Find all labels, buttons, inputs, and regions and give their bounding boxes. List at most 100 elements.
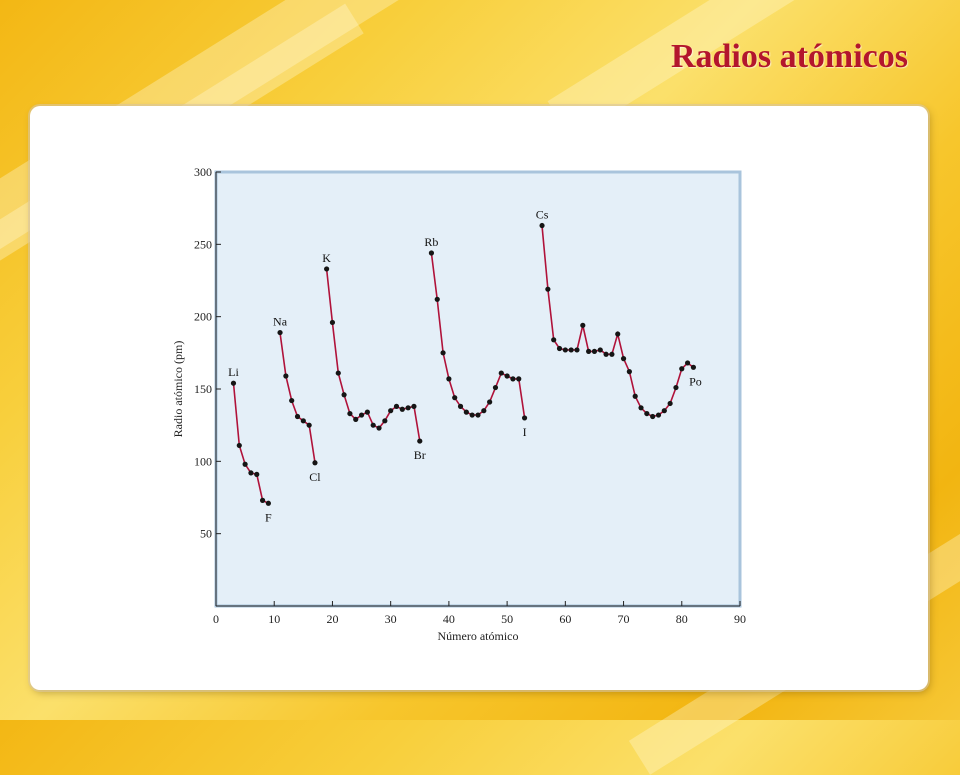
- data-point: [347, 410, 353, 417]
- element-label: Na: [273, 315, 288, 329]
- element-label: K: [322, 251, 331, 265]
- data-point: [294, 413, 301, 420]
- data-point: [638, 405, 644, 411]
- data-point: [434, 296, 440, 302]
- data-point: [428, 250, 435, 256]
- data-point: [539, 222, 545, 229]
- x-tick-label: 50: [501, 612, 513, 626]
- y-tick-label: 300: [194, 165, 212, 179]
- data-point: [574, 347, 580, 353]
- data-point: [341, 392, 347, 398]
- y-tick-label: 50: [200, 527, 212, 541]
- element-label: Br: [414, 448, 426, 462]
- data-point: [277, 329, 283, 336]
- x-tick-label: 70: [618, 612, 630, 626]
- data-point: [475, 412, 481, 418]
- x-tick-label: 30: [385, 612, 397, 626]
- data-point: [661, 408, 667, 414]
- data-point: [242, 461, 248, 467]
- element-label: Cl: [309, 470, 321, 484]
- data-point: [679, 366, 685, 372]
- data-point: [376, 425, 382, 431]
- data-point: [312, 460, 318, 466]
- data-point: [620, 356, 627, 362]
- data-point: [591, 348, 598, 354]
- x-axis-title: Número atómico: [438, 629, 519, 643]
- y-tick-label: 250: [194, 237, 212, 251]
- data-point: [259, 497, 266, 503]
- x-tick-label: 60: [559, 612, 571, 626]
- data-point: [364, 409, 370, 415]
- element-label: F: [265, 510, 272, 524]
- data-point: [556, 345, 563, 352]
- data-point: [521, 415, 528, 421]
- data-point: [417, 438, 423, 444]
- element-label: Li: [228, 365, 239, 379]
- plot-area: [214, 170, 742, 608]
- data-point: [358, 412, 365, 418]
- element-label: I: [523, 425, 527, 439]
- data-point: [545, 286, 551, 292]
- data-point: [265, 500, 271, 506]
- data-point: [457, 403, 464, 409]
- data-point: [353, 416, 359, 422]
- data-point: [551, 337, 557, 343]
- y-axis-ticks: 50 100 150 200 250 300: [194, 165, 221, 541]
- data-point: [405, 405, 411, 411]
- data-point: [289, 397, 295, 404]
- y-tick-label: 200: [194, 310, 212, 324]
- data-point: [685, 360, 691, 366]
- data-point: [469, 412, 475, 418]
- data-point: [609, 351, 615, 357]
- slide-title: Radios atómicos: [670, 38, 908, 75]
- data-point: [562, 347, 568, 353]
- data-point: [626, 369, 632, 375]
- data-point: [440, 350, 446, 356]
- data-point: [248, 470, 254, 476]
- data-point: [504, 373, 510, 379]
- y-tick-label: 150: [194, 382, 212, 396]
- data-point: [230, 380, 237, 386]
- data-point: [655, 412, 662, 418]
- x-tick-label: 0: [213, 612, 219, 626]
- x-tick-label: 40: [443, 612, 455, 626]
- element-label: Cs: [536, 208, 549, 222]
- atomic-radius-chart: 0 10 20 30 40 50 60 70 80 90 50 100 150 200 250 300 Li…: [168, 164, 758, 646]
- data-point: [254, 471, 260, 477]
- y-axis-title: Radio atómico (pm): [171, 341, 185, 438]
- data-point: [603, 351, 609, 357]
- data-point: [283, 373, 289, 379]
- series-layer: [230, 222, 697, 506]
- data-point: [324, 266, 330, 272]
- data-point: [481, 408, 487, 414]
- x-tick-label: 20: [326, 612, 338, 626]
- data-point: [300, 418, 306, 424]
- data-point: [568, 347, 574, 353]
- x-tick-label: 80: [676, 612, 688, 626]
- x-tick-label: 10: [268, 612, 280, 626]
- data-point: [650, 413, 656, 420]
- data-point: [411, 403, 417, 409]
- data-point: [667, 400, 673, 407]
- element-label: Rb: [424, 235, 438, 249]
- data-point: [236, 442, 242, 449]
- data-point: [597, 347, 603, 353]
- data-point: [632, 393, 638, 399]
- data-point: [673, 384, 679, 391]
- data-point: [510, 376, 516, 382]
- data-point: [644, 410, 650, 417]
- data-point: [335, 370, 341, 376]
- data-point: [492, 384, 499, 391]
- data-point: [586, 348, 592, 354]
- data-point: [690, 364, 697, 370]
- data-point: [306, 422, 312, 428]
- data-point: [580, 322, 586, 328]
- data-point: [382, 418, 388, 424]
- x-axis-ticks: 0 10 20 30 40 50 60 70 80 90: [213, 601, 746, 626]
- data-point: [446, 376, 452, 382]
- data-point: [399, 406, 405, 412]
- element-labels: Li F Na Cl K Br Rb I Cs Po: [228, 208, 702, 525]
- data-point: [329, 319, 336, 326]
- data-point: [388, 408, 394, 414]
- content-panel: 0 10 20 30 40 50 60 70 80 90 50 100 150 200 250 300 Li…: [30, 106, 928, 690]
